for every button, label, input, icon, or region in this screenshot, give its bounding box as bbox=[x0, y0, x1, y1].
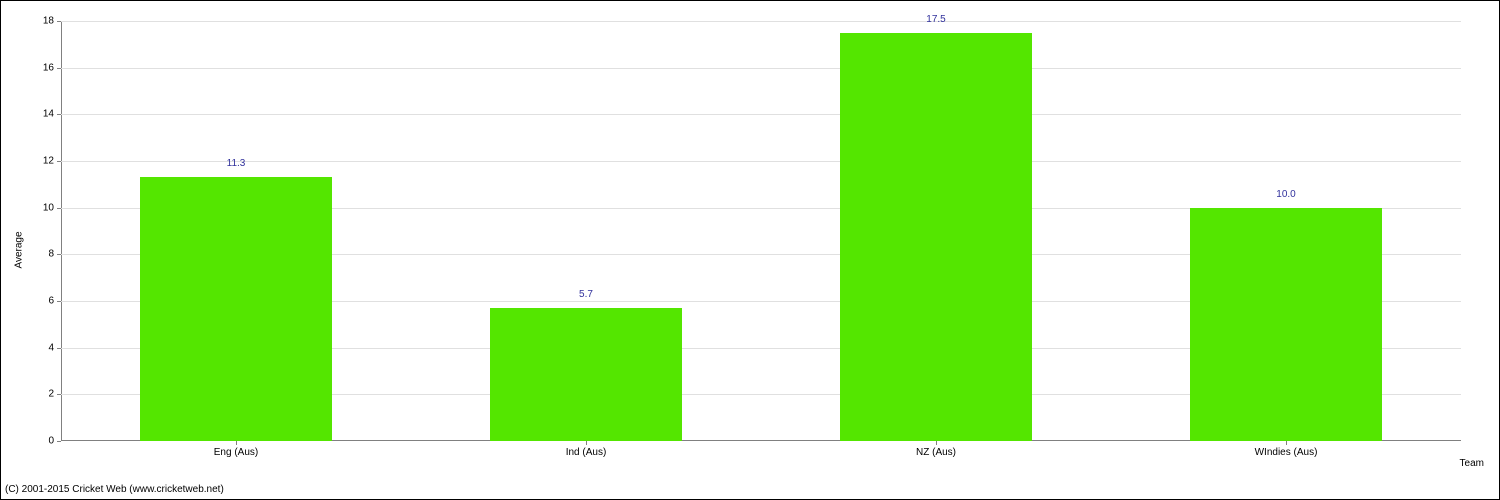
gridline bbox=[61, 68, 1461, 69]
y-tick-label: 14 bbox=[14, 109, 54, 120]
x-tick-mark bbox=[1286, 441, 1287, 445]
y-tick-label: 10 bbox=[14, 202, 54, 213]
bar-value-label: 11.3 bbox=[227, 158, 246, 169]
y-tick-mark bbox=[57, 254, 61, 255]
y-tick-mark bbox=[57, 114, 61, 115]
x-tick-label: Eng (Aus) bbox=[214, 447, 258, 458]
bar-value-label: 17.5 bbox=[926, 14, 945, 25]
y-tick-label: 4 bbox=[14, 342, 54, 353]
x-tick-label: WIndies (Aus) bbox=[1255, 447, 1318, 458]
x-tick-mark bbox=[586, 441, 587, 445]
y-axis-line bbox=[61, 21, 62, 441]
x-axis-title: Team bbox=[1460, 458, 1484, 469]
bar bbox=[840, 33, 1033, 441]
y-tick-mark bbox=[57, 394, 61, 395]
y-tick-mark bbox=[57, 348, 61, 349]
y-tick-mark bbox=[57, 301, 61, 302]
x-tick-label: NZ (Aus) bbox=[916, 447, 956, 458]
y-tick-label: 2 bbox=[14, 389, 54, 400]
x-tick-mark bbox=[236, 441, 237, 445]
bar-value-label: 10.0 bbox=[1276, 189, 1295, 200]
y-tick-label: 16 bbox=[14, 62, 54, 73]
y-tick-label: 0 bbox=[14, 436, 54, 447]
bar-value-label: 5.7 bbox=[579, 289, 593, 300]
gridline bbox=[61, 114, 1461, 115]
y-tick-mark bbox=[57, 21, 61, 22]
chart-container: Average 11.3Eng (Aus)5.7Ind (Aus)17.5NZ … bbox=[0, 0, 1500, 500]
gridline bbox=[61, 21, 1461, 22]
y-tick-label: 18 bbox=[14, 16, 54, 27]
copyright-text: (C) 2001-2015 Cricket Web (www.cricketwe… bbox=[5, 484, 224, 495]
gridline bbox=[61, 161, 1461, 162]
y-tick-mark bbox=[57, 68, 61, 69]
x-tick-mark bbox=[936, 441, 937, 445]
bar bbox=[140, 177, 333, 441]
y-tick-mark bbox=[57, 208, 61, 209]
y-tick-label: 8 bbox=[14, 249, 54, 260]
bar bbox=[490, 308, 683, 441]
y-tick-label: 12 bbox=[14, 156, 54, 167]
y-tick-label: 6 bbox=[14, 296, 54, 307]
y-tick-mark bbox=[57, 161, 61, 162]
plot-area: 11.3Eng (Aus)5.7Ind (Aus)17.5NZ (Aus)10.… bbox=[61, 21, 1461, 441]
bar bbox=[1190, 208, 1383, 441]
x-tick-label: Ind (Aus) bbox=[566, 447, 607, 458]
y-tick-mark bbox=[57, 441, 61, 442]
